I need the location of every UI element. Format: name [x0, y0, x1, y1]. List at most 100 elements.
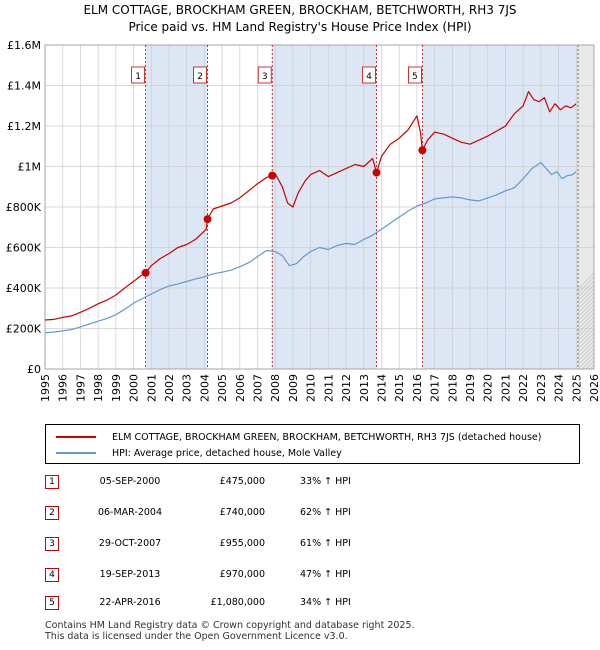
sale-row: 2 06-MAR-2004 £740,000 62% ↑ HPI — [45, 506, 445, 522]
y-tick-label: £800K — [6, 201, 42, 214]
sale-price: £475,000 — [219, 476, 265, 487]
y-tick-label: £400K — [6, 282, 42, 295]
x-tick-label: 2013 — [358, 374, 371, 402]
sale-date: 29-OCT-2007 — [98, 538, 162, 549]
x-tick-label: 2017 — [429, 374, 442, 402]
x-tick-label: 2004 — [198, 374, 211, 402]
sale-price: £970,000 — [219, 569, 265, 580]
sale-hpi-change: 47% ↑ HPI — [300, 569, 351, 580]
y-tick-label: £1M — [18, 161, 42, 174]
x-tick-label: 2006 — [234, 374, 247, 402]
sale-number-badge: 5 — [45, 596, 59, 610]
x-tick-label: 2010 — [305, 374, 318, 402]
x-tick-label: 1997 — [74, 374, 87, 402]
x-tick-label: 2012 — [340, 374, 353, 402]
x-tick-label: 1995 — [39, 374, 52, 402]
y-tick-label: £1.2M — [7, 120, 41, 133]
legend-swatch-hpi — [56, 452, 96, 454]
x-tick-label: 2024 — [553, 374, 566, 402]
sale-row: 4 19-SEP-2013 £970,000 47% ↑ HPI — [45, 568, 445, 584]
hpi-line — [44, 161, 577, 334]
future-hatch — [593, 368, 594, 369]
chart-title: ELM COTTAGE, BROCKHAM GREEN, BROCKHAM, B… — [83, 3, 517, 17]
future-hatch — [578, 304, 594, 322]
sale-marker-box — [362, 66, 376, 84]
legend-item-property: ELM COTTAGE, BROCKHAM GREEN, BROCKHAM, B… — [56, 430, 541, 444]
x-tick-label: 2011 — [322, 374, 335, 402]
sale-marker-label: 1 — [135, 72, 141, 82]
plot-frame — [44, 44, 595, 370]
sale-price: £955,000 — [219, 538, 265, 549]
x-tick-label: 2023 — [535, 374, 548, 402]
sale-date: 05-SEP-2000 — [99, 476, 161, 487]
sale-hpi-change: 33% ↑ HPI — [300, 476, 351, 487]
sale-point — [203, 215, 212, 224]
sale-row: 5 22-APR-2016 £1,080,000 34% ↑ HPI — [45, 596, 445, 612]
footer-copyright: Contains HM Land Registry data © Crown c… — [45, 620, 415, 631]
sale-price: £1,080,000 — [210, 597, 265, 608]
x-tick-label: 2005 — [216, 374, 229, 402]
sale-marker-label: 3 — [262, 72, 268, 82]
footer: Contains HM Land Registry data © Crown c… — [45, 620, 415, 642]
legend: ELM COTTAGE, BROCKHAM GREEN, BROCKHAM, B… — [45, 424, 580, 464]
sale-point — [418, 146, 427, 155]
x-tick-label: 1999 — [110, 374, 123, 402]
chart-subtitle: Price paid vs. HM Land Registry's House … — [128, 20, 472, 34]
y-tick-label: £0 — [27, 363, 41, 376]
legend-label-hpi: HPI: Average price, detached house, Mole… — [112, 447, 342, 459]
x-tick-label: 2025 — [570, 374, 583, 402]
sale-hpi-change: 34% ↑ HPI — [300, 597, 351, 608]
x-tick-label: 2009 — [287, 374, 300, 402]
y-tick-label: £600K — [6, 242, 42, 255]
sale-marker-label: 4 — [366, 72, 372, 82]
sale-date: 06-MAR-2004 — [97, 507, 163, 518]
price-chart: £0 £200K £400K £600K £800K £1M £1.2M £1.4M £1.6M… — [6, 39, 600, 402]
sale-point — [141, 268, 150, 277]
legend-swatch-property — [56, 436, 96, 438]
sale-marker-label: 5 — [412, 72, 418, 82]
sale-hpi-change: 62% ↑ HPI — [300, 507, 351, 518]
x-tick-label: 2002 — [163, 374, 176, 402]
sale-number-badge: 1 — [45, 475, 59, 489]
sale-row: 1 05-SEP-2000 £475,000 33% ↑ HPI — [45, 475, 445, 491]
sale-point — [268, 171, 277, 180]
sale-number-badge: 4 — [45, 568, 59, 582]
y-tick-label: £1.4M — [7, 80, 41, 93]
x-tick-label: 2018 — [446, 374, 459, 402]
sale-marker-box — [193, 66, 207, 84]
x-tick-label: 1996 — [57, 374, 70, 402]
x-tick-label: 1998 — [92, 374, 105, 402]
sale-row: 3 29-OCT-2007 £955,000 61% ↑ HPI — [45, 537, 445, 553]
sale-number-badge: 2 — [45, 506, 59, 520]
legend-label-property: ELM COTTAGE, BROCKHAM GREEN, BROCKHAM, B… — [112, 431, 542, 443]
x-tick-label: 2007 — [252, 374, 265, 402]
sale-number-badge: 3 — [45, 537, 59, 551]
sale-point — [372, 168, 381, 177]
x-tick-label: 2022 — [517, 374, 530, 402]
sale-marker-label: 2 — [197, 72, 203, 82]
sale-price: £740,000 — [219, 507, 265, 518]
future-hatch — [578, 300, 594, 318]
x-tick-label: 2016 — [411, 374, 424, 402]
sale-hpi-change: 61% ↑ HPI — [300, 538, 351, 549]
sale-date: 19-SEP-2013 — [99, 569, 161, 580]
footer-licence: This data is licensed under the Open Gov… — [45, 631, 348, 642]
x-tick-label: 2000 — [128, 374, 141, 402]
x-tick-label: 2020 — [482, 374, 495, 402]
legend-item-hpi: HPI: Average price, detached house, Mole… — [56, 446, 342, 460]
y-tick-label: £1.6M — [7, 39, 41, 52]
sale-marker-box — [131, 66, 145, 84]
sale-marker-box — [257, 66, 272, 84]
y-tick-label: £200K — [6, 323, 42, 336]
future-hatch — [578, 308, 594, 326]
future-hatch — [578, 312, 594, 330]
x-tick-label: 2003 — [181, 374, 194, 402]
x-tick-label: 2001 — [145, 374, 158, 402]
x-tick-label: 2015 — [393, 374, 406, 402]
x-tick-label: 2026 — [588, 374, 600, 402]
sale-date: 22-APR-2016 — [99, 597, 161, 608]
x-tick-label: 2008 — [269, 374, 282, 402]
x-tick-label: 2021 — [499, 374, 512, 402]
x-tick-label: 2019 — [464, 374, 477, 402]
x-tick-label: 2014 — [375, 374, 388, 402]
